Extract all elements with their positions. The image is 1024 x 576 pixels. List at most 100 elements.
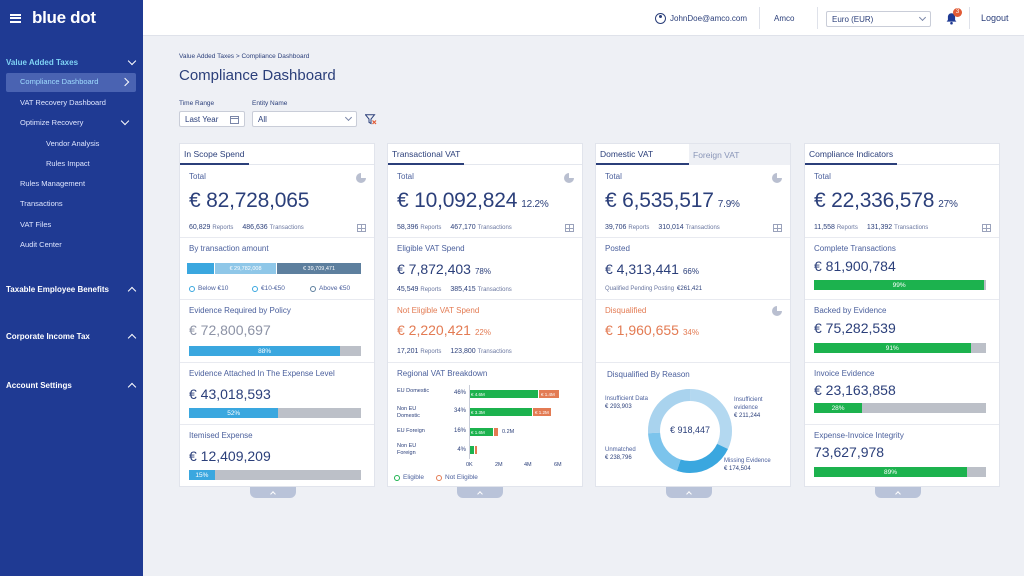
divider bbox=[817, 7, 818, 29]
pie-chart-icon[interactable] bbox=[356, 173, 366, 183]
transactions-unit: Transactions bbox=[269, 225, 304, 231]
donut-slice-insufficient-evidence bbox=[648, 389, 732, 473]
tab-domestic-vat[interactable]: Domestic VAT bbox=[596, 144, 689, 165]
tab-foreign-vat[interactable]: Foreign VAT bbox=[689, 144, 790, 165]
table-icon[interactable] bbox=[357, 224, 366, 232]
reason-value: € 174,504 bbox=[724, 466, 751, 472]
sidebar-item-vat-files[interactable]: VAT Files bbox=[20, 220, 52, 229]
table-icon[interactable] bbox=[565, 224, 574, 232]
reason-value: € 293,903 bbox=[605, 404, 632, 410]
reason-value: € 238,796 bbox=[605, 455, 632, 461]
by-amount-section: By transaction amount € 29,782,008 € 39,… bbox=[180, 238, 374, 300]
value-percent: 34% bbox=[682, 328, 699, 337]
logout-link[interactable]: Logout bbox=[981, 13, 1009, 23]
expand-handle[interactable] bbox=[250, 487, 296, 498]
domestic-vat-card: Domestic VAT Foreign VAT Total € 6,535,5… bbox=[595, 143, 791, 487]
section-label: Disqualified By Reason bbox=[607, 370, 690, 379]
sidebar-item-rules-management[interactable]: Rules Management bbox=[20, 179, 86, 188]
legend-10-50: €10-€50 bbox=[252, 285, 285, 292]
progress-bar: 88% bbox=[189, 346, 361, 356]
legend-below-10: Below €10 bbox=[189, 285, 228, 292]
sidebar-section-corporate-tax[interactable]: Corporate Income Tax bbox=[0, 332, 143, 343]
sidebar-item-rules-impact[interactable]: Rules Impact bbox=[46, 159, 90, 168]
total-amount: € 6,535,517 bbox=[605, 189, 714, 212]
axis-tick: 4M bbox=[524, 462, 532, 468]
legend-label: Not Eligible bbox=[445, 474, 478, 481]
clear-filter-icon[interactable] bbox=[364, 112, 377, 130]
menu-icon[interactable] bbox=[10, 13, 21, 23]
sidebar-section-account-settings[interactable]: Account Settings bbox=[0, 381, 143, 392]
sidebar-item-transactions[interactable]: Transactions bbox=[20, 199, 63, 208]
card-tabs: Domestic VAT Foreign VAT bbox=[596, 144, 790, 165]
sidebar-section-employee-benefits[interactable]: Taxable Employee Benefits bbox=[0, 285, 143, 296]
expand-handle[interactable] bbox=[875, 487, 921, 498]
legend-label: Eligible bbox=[403, 474, 424, 481]
sidebar-item-optimize-recovery[interactable]: Optimize Recovery bbox=[0, 116, 136, 127]
axis-tick: 0K bbox=[466, 462, 473, 468]
disqualified-by-reason-section: Disqualified By Reason € 918,447 Insuffi… bbox=[596, 363, 790, 487]
reports-unit: Reports bbox=[628, 225, 650, 231]
transactions-count: 385,415 bbox=[450, 286, 476, 293]
qualified-pending: Qualified Pending Posting €261,421 bbox=[605, 286, 702, 292]
time-range-select[interactable]: Last Year bbox=[179, 111, 245, 127]
total-percent: 12.2% bbox=[521, 199, 549, 210]
user-icon bbox=[655, 12, 666, 24]
currency-select[interactable]: Euro (EUR) bbox=[826, 11, 931, 27]
region-percent: 4% bbox=[457, 447, 466, 453]
progress-bar: 89% bbox=[814, 467, 986, 477]
reports-count: 45,549 bbox=[397, 286, 419, 293]
entity-select[interactable]: All bbox=[252, 111, 357, 127]
region-label: EU Domestic bbox=[397, 388, 430, 394]
table-icon[interactable] bbox=[982, 224, 991, 232]
table-icon[interactable] bbox=[773, 224, 782, 232]
tab-compliance-indicators[interactable]: Compliance Indicators bbox=[805, 144, 898, 165]
tab-in-scope-spend[interactable]: In Scope Spend bbox=[180, 144, 249, 165]
reports-count: 11,558 bbox=[814, 224, 835, 231]
sidebar-item-vendor-analysis[interactable]: Vendor Analysis bbox=[46, 139, 100, 148]
section-value: € 81,900,784 bbox=[814, 258, 896, 274]
legend-dot-icon bbox=[310, 285, 316, 292]
chevron-up-icon bbox=[127, 286, 137, 296]
bar-segment-below-10 bbox=[187, 263, 214, 274]
legend-dot-icon bbox=[436, 474, 442, 481]
topbar: JohnDoe@amco.com Amco Euro (EUR) 3 Logou… bbox=[143, 0, 1024, 36]
progress-fill: 91% bbox=[814, 343, 971, 353]
sidebar-active-highlight bbox=[6, 73, 136, 92]
in-scope-spend-card: In Scope Spend Total € 82,728,065 60,829… bbox=[179, 143, 375, 487]
chevron-up-icon bbox=[895, 490, 901, 497]
regional-breakdown-section: Regional VAT Breakdown EU Domestic 46% €… bbox=[388, 363, 582, 487]
sidebar-item-compliance-dashboard[interactable]: Compliance Dashboard bbox=[0, 77, 136, 86]
axis-line bbox=[469, 385, 470, 459]
pie-chart-icon[interactable] bbox=[772, 173, 782, 183]
legend-above-50: Above €50 bbox=[310, 285, 350, 292]
expand-handle[interactable] bbox=[457, 487, 503, 498]
sidebar-section-vat[interactable]: Value Added Taxes bbox=[0, 56, 143, 67]
transactions-unit: Transactions bbox=[477, 349, 512, 355]
user-menu[interactable]: JohnDoe@amco.com bbox=[655, 0, 747, 36]
tab-transactional-vat[interactable]: Transactional VAT bbox=[388, 144, 465, 165]
sidebar-item-audit-center[interactable]: Audit Center bbox=[20, 240, 62, 249]
region-not-eligible-value: 0.2M bbox=[502, 429, 515, 435]
card-tabs: Compliance Indicators bbox=[805, 144, 999, 165]
sidebar-item-vat-recovery[interactable]: VAT Recovery Dashboard bbox=[20, 98, 106, 107]
expand-handle[interactable] bbox=[666, 487, 712, 498]
pie-chart-icon[interactable] bbox=[564, 173, 574, 183]
notifications-button[interactable]: 3 bbox=[945, 0, 962, 36]
entity-value: All bbox=[258, 114, 267, 124]
pie-chart-icon[interactable] bbox=[772, 306, 782, 316]
reason-insufficient-evidence: Insufficient evidence € 211,244 bbox=[734, 396, 784, 420]
company-name[interactable]: Amco bbox=[774, 13, 795, 23]
progress-fill: 28% bbox=[814, 403, 863, 413]
legend-dot-icon bbox=[394, 474, 400, 481]
progress-bar: 99% bbox=[814, 280, 986, 290]
sidebar-item-label: Optimize Recovery bbox=[20, 118, 84, 127]
donut-chart bbox=[648, 389, 732, 473]
qualified-pending-value: €261,421 bbox=[677, 286, 703, 292]
total-percent: 7.9% bbox=[717, 199, 740, 210]
legend-label: Above €50 bbox=[319, 285, 351, 292]
transactions-count: 486,636 bbox=[242, 224, 268, 231]
progress-fill: 89% bbox=[814, 467, 968, 477]
by-amount-bar: € 29,782,008 € 39,709,471 bbox=[187, 263, 361, 274]
user-email: JohnDoe@amco.com bbox=[670, 13, 748, 23]
progress-bar: 52% bbox=[189, 408, 361, 418]
